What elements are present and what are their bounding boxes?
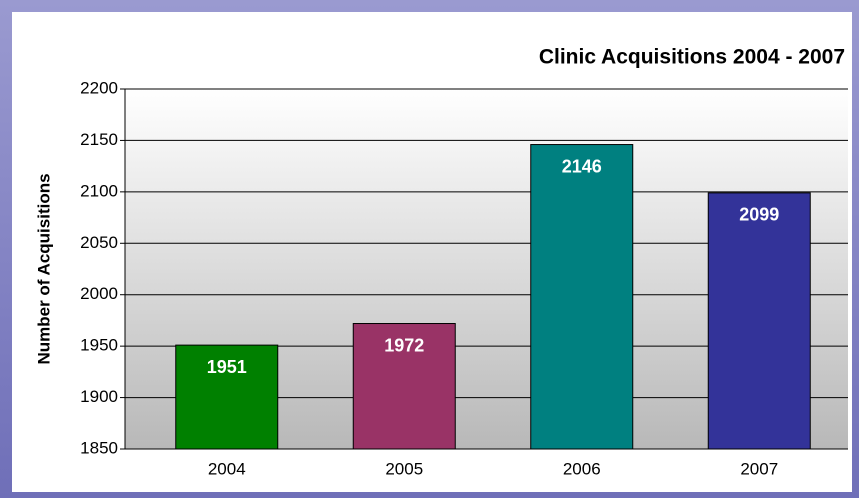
y-tick-label: 2000 <box>80 284 118 303</box>
y-axis-label: Number of Acquisitions <box>34 173 53 364</box>
bar <box>175 344 279 450</box>
y-tick-label: 2050 <box>80 233 118 252</box>
bar <box>530 144 634 450</box>
chart-title: Clinic Acquisitions 2004 - 2007 <box>539 46 845 69</box>
data-label: 2099 <box>739 205 779 225</box>
y-tick-label: 2100 <box>80 181 118 200</box>
y-tick-label: 1850 <box>80 438 118 457</box>
data-label: 1972 <box>384 335 424 355</box>
data-label: 1951 <box>207 357 247 377</box>
bar <box>707 192 811 450</box>
x-tick-label: 2004 <box>208 459 246 478</box>
x-tick-label: 2005 <box>385 459 423 478</box>
bar <box>352 323 456 450</box>
y-tick-label: 2150 <box>80 130 118 149</box>
y-tick-label: 2200 <box>80 78 118 97</box>
y-tick-label: 1900 <box>80 387 118 406</box>
x-tick-label: 2007 <box>740 459 778 478</box>
x-tick-label: 2006 <box>563 459 601 478</box>
y-tick-label: 1950 <box>80 336 118 355</box>
data-label: 2146 <box>562 156 602 176</box>
